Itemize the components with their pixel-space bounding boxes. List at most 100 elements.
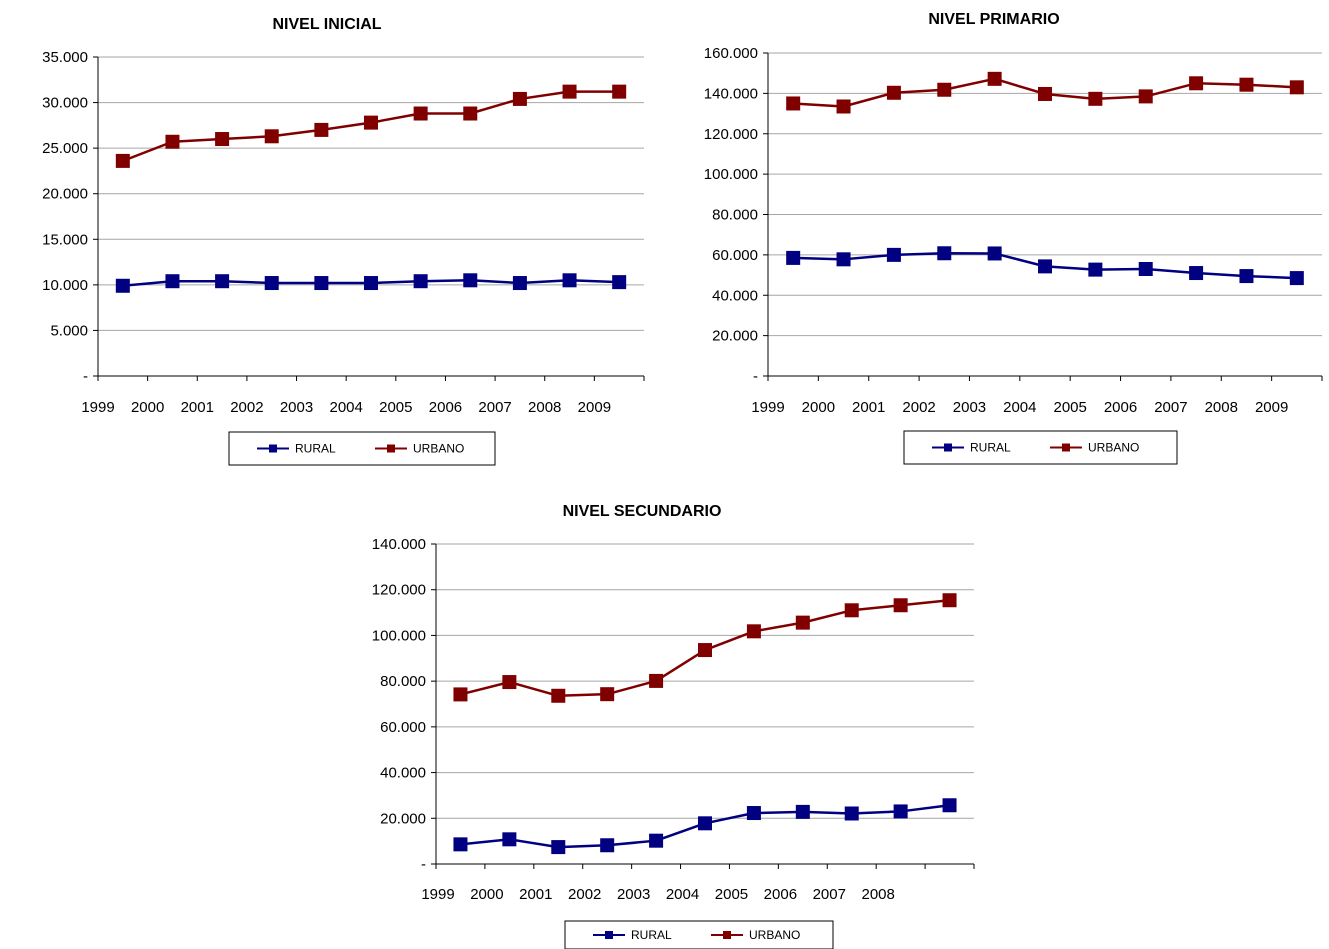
data-point-urbano [1088, 91, 1103, 106]
data-point-urbano [512, 91, 527, 106]
x-tick-label: 2007 [813, 886, 846, 903]
x-tick-label: 2000 [131, 399, 164, 416]
x-tick-label: 2003 [280, 399, 313, 416]
y-tick-label: 80.000 [380, 673, 426, 690]
data-point-rural [215, 274, 230, 289]
y-tick-label: 80.000 [712, 207, 758, 224]
data-point-urbano [1239, 77, 1254, 92]
x-tick-label: 2008 [1205, 399, 1238, 416]
data-point-urbano [746, 624, 761, 639]
data-point-rural [413, 274, 428, 289]
y-tick-label: 20.000 [712, 328, 758, 345]
y-tick-label: 100.000 [372, 627, 426, 644]
y-tick-label: 120.000 [372, 582, 426, 599]
data-point-rural [746, 806, 761, 821]
x-tick-label: 2008 [528, 399, 561, 416]
x-tick-label: 1999 [421, 886, 454, 903]
legend-label-urbano: URBANO [749, 928, 800, 942]
x-tick-label: 2008 [861, 886, 894, 903]
data-point-rural [942, 798, 957, 813]
x-tick-label: 2009 [1255, 399, 1288, 416]
data-point-rural [551, 840, 566, 855]
data-point-urbano [893, 598, 908, 613]
x-tick-label: 2002 [902, 399, 935, 416]
data-point-urbano [600, 687, 615, 702]
x-tick-label: 2000 [470, 886, 503, 903]
y-tick-label: 60.000 [380, 719, 426, 736]
x-tick-label: 2001 [852, 399, 885, 416]
data-point-rural [698, 816, 712, 831]
data-point-urbano [698, 643, 712, 658]
legend: RURAL URBANO [228, 431, 496, 466]
x-tick-label: 2005 [715, 886, 748, 903]
y-tick-label: 140.000 [372, 536, 426, 553]
data-point-rural [453, 837, 468, 852]
x-tick-label: 2005 [379, 399, 412, 416]
data-point-rural [886, 247, 901, 262]
data-point-urbano [364, 115, 378, 130]
data-point-urbano [165, 134, 180, 149]
y-tick-label: 140.000 [704, 85, 758, 102]
x-tick-label: 2003 [617, 886, 650, 903]
chart-title: NIVEL PRIMARIO [928, 11, 1059, 28]
x-tick-label: 2003 [953, 399, 986, 416]
data-point-rural [795, 804, 810, 819]
data-point-urbano [1138, 89, 1153, 104]
data-point-rural [836, 252, 851, 267]
y-tick-label: 120.000 [704, 126, 758, 143]
data-point-rural [502, 832, 517, 847]
y-tick-label: 30.000 [42, 95, 88, 112]
data-point-urbano [115, 153, 130, 168]
chart-nivel-inicial: NIVEL INICIAL - 5.000 10.000 15.000 20.000 25.… [42, 16, 645, 466]
data-point-urbano [886, 85, 901, 100]
legend: RURAL URBANO [903, 430, 1178, 465]
data-point-rural [937, 246, 952, 261]
y-tick-label: 25.000 [42, 140, 88, 157]
data-point-rural [649, 833, 664, 848]
data-point-urbano [612, 84, 627, 99]
y-tick-label: 10.000 [42, 277, 88, 294]
legend-label-rural: RURAL [295, 442, 336, 456]
data-point-urbano [314, 122, 329, 137]
y-tick-label: 40.000 [712, 287, 758, 304]
data-point-urbano [836, 99, 851, 114]
y-tick-label: 15.000 [42, 231, 88, 248]
data-point-urbano [649, 673, 664, 688]
x-tick-label: 1999 [81, 399, 114, 416]
data-point-urbano [844, 603, 859, 618]
x-tick-label: 2002 [568, 886, 601, 903]
x-tick-label: 2004 [329, 399, 362, 416]
chart-nivel-primario: NIVEL PRIMARIO - 20.000 40.000 60.000 80.000 1… [704, 11, 1323, 465]
data-point-rural [1239, 269, 1254, 284]
data-point-rural [844, 806, 859, 821]
data-point-urbano [786, 96, 801, 111]
legend-label-rural: RURAL [631, 928, 672, 942]
x-tick-label: 2006 [764, 886, 797, 903]
x-tick-label: 2002 [230, 399, 263, 416]
x-tick-label: 2004 [1003, 399, 1036, 416]
data-point-urbano [1189, 76, 1204, 91]
x-tick-label: 2007 [1154, 399, 1187, 416]
y-tick-label: 100.000 [704, 166, 758, 183]
x-tick-label: 2000 [802, 399, 835, 416]
x-tick-label: 2001 [519, 886, 552, 903]
x-tick-label: 2009 [578, 399, 611, 416]
legend-marker-rural [944, 443, 952, 452]
y-tick-label: 35.000 [42, 49, 88, 66]
data-point-rural [562, 273, 577, 288]
x-tick-label: 2001 [181, 399, 214, 416]
data-point-rural [612, 275, 627, 290]
x-tick-label: 1999 [751, 399, 784, 416]
y-tick-label: 60.000 [712, 247, 758, 264]
data-point-rural [600, 838, 615, 853]
data-point-urbano [215, 132, 230, 147]
legend: RURAL URBANO [564, 920, 834, 949]
data-point-rural [1189, 266, 1204, 281]
x-tick-label: 2006 [429, 399, 462, 416]
data-point-rural [1289, 271, 1304, 286]
chart-title: NIVEL INICIAL [272, 16, 381, 33]
data-point-rural [893, 804, 908, 819]
data-point-urbano [551, 688, 566, 703]
data-point-urbano [453, 687, 468, 702]
